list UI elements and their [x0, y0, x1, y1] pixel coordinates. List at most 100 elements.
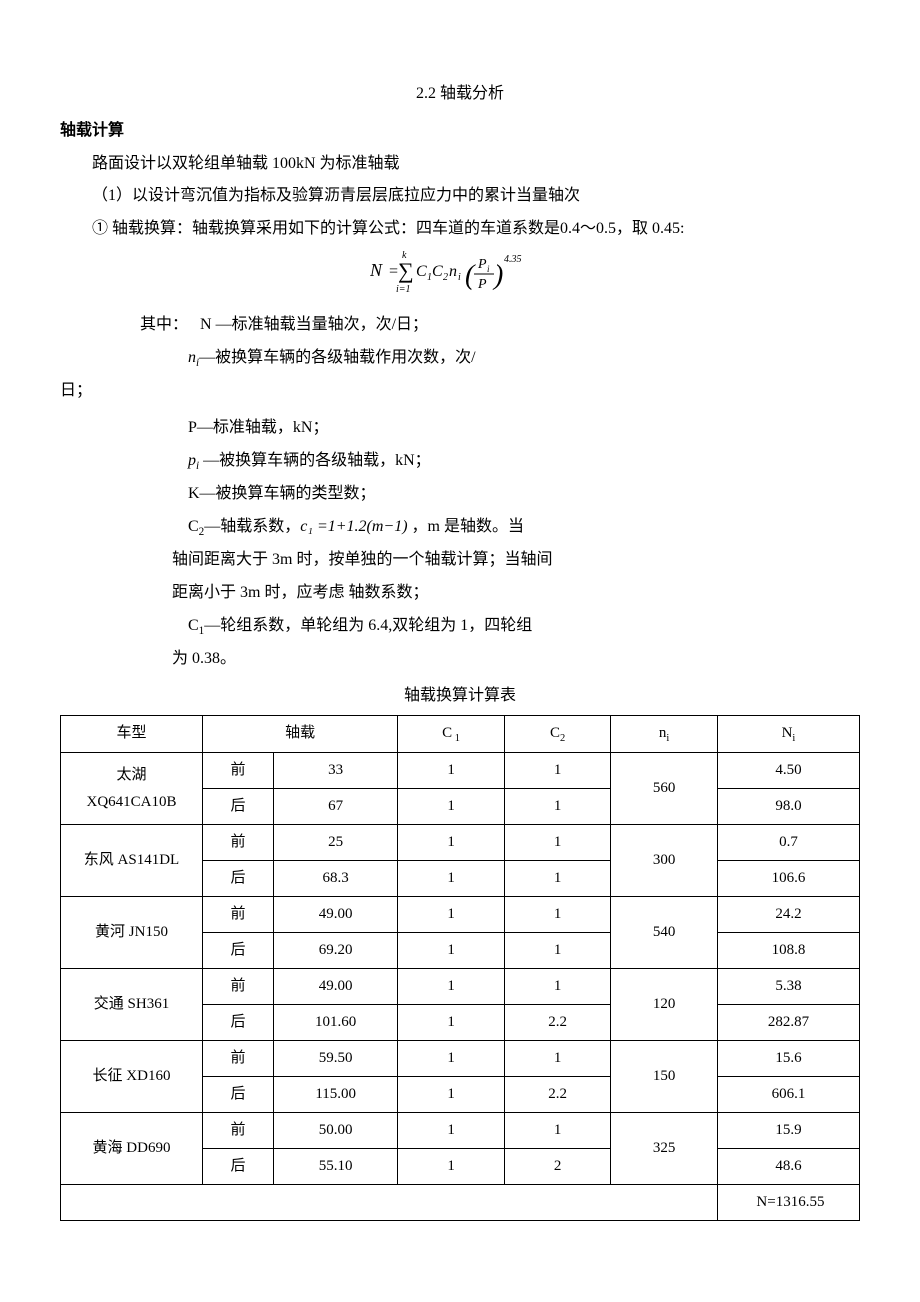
cell-pos: 前 — [203, 969, 274, 1005]
table-total-row: N=1316.55 — [61, 1185, 860, 1221]
cell-ni: 325 — [611, 1113, 718, 1185]
cell-ni: 150 — [611, 1041, 718, 1113]
where-text: 其中： — [140, 316, 188, 333]
cell-c2: 1 — [504, 861, 611, 897]
cell-load: 33 — [274, 753, 398, 789]
table-header-row: 车型 轴载 C 1 C2 ni Ni — [61, 715, 860, 753]
def-C1: C1—轮组系数，单轮组为 6.4,双轮组为 1，四轮组 — [60, 612, 860, 641]
cell-Ni: 48.6 — [717, 1149, 859, 1185]
cell-load: 25 — [274, 825, 398, 861]
def-P: P—标准轴载，kN； — [60, 414, 860, 443]
th-type: 车型 — [61, 715, 203, 753]
cell-pos: 前 — [203, 1041, 274, 1077]
th-Ni: Ni — [717, 715, 859, 753]
where-label: 其中： N —标准轴载当量轴次，次/日； — [60, 311, 860, 340]
cell-c1: 1 — [398, 789, 505, 825]
cell-c2: 2.2 — [504, 1005, 611, 1041]
cell-c2: 1 — [504, 1041, 611, 1077]
cell-pos: 前 — [203, 825, 274, 861]
cell-type: 交通 SH361 — [61, 969, 203, 1041]
svg-text:i: i — [487, 264, 490, 274]
cell-pos: 前 — [203, 753, 274, 789]
cell-pos: 后 — [203, 789, 274, 825]
cell-c2: 1 — [504, 825, 611, 861]
th-c1: C 1 — [398, 715, 505, 753]
cell-load: 59.50 — [274, 1041, 398, 1077]
cell-load: 67 — [274, 789, 398, 825]
cell-load: 68.3 — [274, 861, 398, 897]
cell-ni: 300 — [611, 825, 718, 897]
cell-c1: 1 — [398, 897, 505, 933]
c1-text: —轮组系数，单轮组为 6.4,双轮组为 1，四轮组 — [204, 617, 532, 634]
def-C2-line3: 距离小于 3m 时，应考虑 轴数系数； — [60, 579, 860, 608]
cell-pos: 前 — [203, 897, 274, 933]
cell-c1: 1 — [398, 1077, 505, 1113]
pi-symbol: p — [188, 452, 196, 469]
section-title: 2.2 轴载分析 — [60, 80, 860, 109]
cell-c1: 1 — [398, 1041, 505, 1077]
cell-Ni: 4.50 — [717, 753, 859, 789]
ni-symbol: n — [188, 349, 196, 366]
svg-text:∑: ∑ — [398, 258, 414, 283]
cell-c2: 2.2 — [504, 1077, 611, 1113]
cell-pos: 后 — [203, 933, 274, 969]
para-3: ① 轴载换算：轴载换算采用如下的计算公式：四车道的车道系数是0.4～0.5，取 … — [60, 215, 860, 244]
cell-type: 黄河 JN150 — [61, 897, 203, 969]
day-line: 日； — [60, 377, 860, 406]
svg-text:(: ( — [465, 260, 476, 291]
cell-c2: 1 — [504, 789, 611, 825]
heading-axle-calc: 轴载计算 — [60, 117, 860, 146]
th-ni: ni — [611, 715, 718, 753]
cell-c1: 1 — [398, 969, 505, 1005]
cell-Ni: 15.6 — [717, 1041, 859, 1077]
cell-empty — [61, 1185, 718, 1221]
cell-Ni: 0.7 — [717, 825, 859, 861]
def-C1-line2: 为 0.38。 — [60, 645, 860, 674]
cell-c2: 1 — [504, 897, 611, 933]
c2-formula: c₁ =1+1.2(m−1) — [300, 518, 407, 535]
cell-load: 49.00 — [274, 897, 398, 933]
cell-pos: 后 — [203, 1149, 274, 1185]
def-pi: pi —被换算车辆的各级轴载，kN； — [60, 447, 860, 476]
cell-ni: 120 — [611, 969, 718, 1041]
c2-suffix: ，m 是轴数。当 — [408, 518, 524, 535]
cell-Ni: 24.2 — [717, 897, 859, 933]
cell-c1: 1 — [398, 933, 505, 969]
cell-c1: 1 — [398, 753, 505, 789]
cell-c1: 1 — [398, 1113, 505, 1149]
def-C2: C2—轴载系数，c₁ =1+1.2(m−1) ，m 是轴数。当 — [60, 513, 860, 542]
cell-pos: 前 — [203, 1113, 274, 1149]
svg-text:P: P — [477, 257, 487, 272]
svg-text:): ) — [492, 260, 503, 291]
table-row: 长征 XD160前59.501115015.6 — [61, 1041, 860, 1077]
cell-total: N=1316.55 — [717, 1185, 859, 1221]
cell-c2: 1 — [504, 969, 611, 1005]
cell-ni: 540 — [611, 897, 718, 969]
svg-text:P: P — [477, 277, 487, 292]
cell-c2: 1 — [504, 933, 611, 969]
cell-pos: 后 — [203, 1005, 274, 1041]
cell-type: 长征 XD160 — [61, 1041, 203, 1113]
cell-c2: 1 — [504, 1113, 611, 1149]
table-row: 东风 AS141DL前25113000.7 — [61, 825, 860, 861]
table-title: 轴载换算计算表 — [60, 682, 860, 711]
cell-load: 55.10 — [274, 1149, 398, 1185]
formula-main: N = k ∑ i=1 C 1 C 2 n i ( P i P ) 4.35 — [60, 248, 860, 307]
svg-text:n: n — [449, 263, 457, 280]
svg-text:C: C — [432, 263, 443, 280]
ni-text: —被换算车辆的各级轴载作用次数，次/ — [199, 349, 475, 366]
cell-ni: 560 — [611, 753, 718, 825]
para-2: （1）以设计弯沉值为指标及验算沥青层层底拉应力中的累计当量轴次 — [60, 182, 860, 211]
svg-text:N: N — [370, 260, 383, 280]
cell-c2: 2 — [504, 1149, 611, 1185]
cell-type: 黄海 DD690 — [61, 1113, 203, 1185]
cell-c1: 1 — [398, 1005, 505, 1041]
th-c2: C2 — [504, 715, 611, 753]
cell-Ni: 98.0 — [717, 789, 859, 825]
svg-text:4.35: 4.35 — [504, 254, 522, 265]
cell-type: 太湖XQ641CA10B — [61, 753, 203, 825]
para-1: 路面设计以双轮组单轴载 100kN 为标准轴载 — [60, 150, 860, 179]
th-load: 轴载 — [203, 715, 398, 753]
def-ni: ni—被换算车辆的各级轴载作用次数，次/ — [60, 344, 860, 373]
cell-load: 49.00 — [274, 969, 398, 1005]
